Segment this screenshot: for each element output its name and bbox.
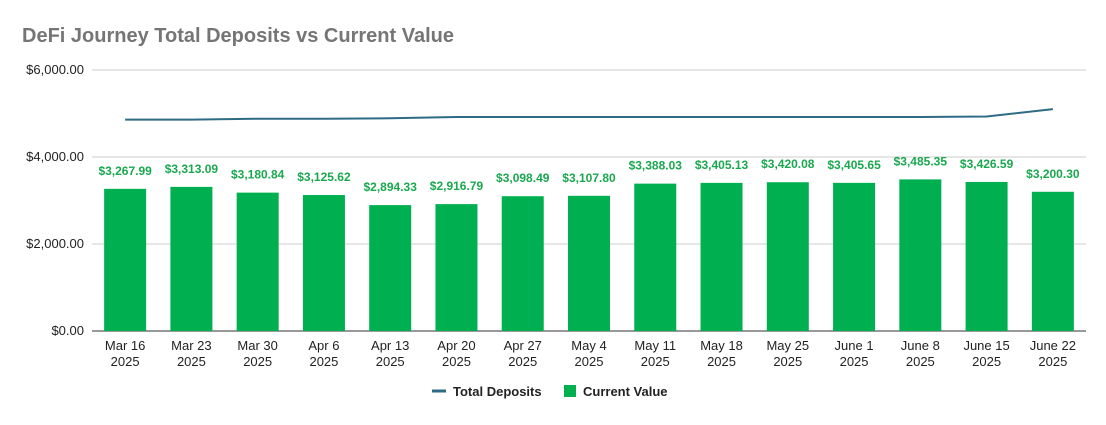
x-tick-label: Mar 16 2025 (105, 338, 145, 369)
x-tick-label: Mar 23 2025 (171, 338, 211, 369)
x-tick-label: May 18 2025 (700, 338, 743, 369)
bars (104, 179, 1074, 331)
bar (899, 179, 942, 331)
data-label: $3,313.09 (165, 162, 219, 176)
x-axis-ticks: Mar 16 2025 Mar 23 2025 Mar 30 2025 Apr 6 2025 A… (105, 338, 1076, 369)
bar (700, 182, 743, 331)
data-label: $3,485.35 (894, 154, 948, 168)
x-tick-label: June 1 2025 (835, 338, 874, 369)
x-tick-label: May 4 2025 (571, 338, 606, 369)
y-tick-label: $6,000.00 (26, 62, 84, 77)
x-tick-label: May 11 2025 (634, 338, 676, 369)
x-tick-label: June 15 2025 (963, 338, 1009, 369)
data-label: $3,125.62 (297, 170, 351, 184)
data-label: $2,916.79 (430, 179, 484, 193)
legend-swatch-current-value (564, 385, 576, 397)
legend-label-total-deposits: Total Deposits (453, 384, 542, 399)
series-line-total-deposits (125, 108, 1053, 121)
bar (568, 195, 610, 331)
x-tick-label: Apr 6 2025 (308, 338, 339, 369)
y-tick-label: $4,000.00 (26, 149, 84, 164)
bar (1031, 191, 1074, 331)
x-tick-label: Apr 13 2025 (371, 338, 409, 369)
legend: Total Deposits Current Value (432, 384, 668, 399)
data-label: $3,405.65 (827, 158, 881, 172)
data-label: $3,420.08 (761, 157, 815, 171)
data-label: $3,098.49 (496, 171, 550, 185)
y-tick-label: $0.00 (51, 323, 84, 338)
bar (369, 205, 412, 331)
x-tick-label: Apr 20 2025 (437, 338, 475, 369)
x-tick-label: May 25 2025 (766, 338, 809, 369)
data-label: $2,894.33 (364, 180, 418, 194)
data-label: $3,426.59 (960, 157, 1014, 171)
bar (236, 192, 279, 331)
x-tick-label: June 8 2025 (901, 338, 940, 369)
legend-label-current-value: Current Value (583, 384, 668, 399)
data-label: $3,107.80 (562, 171, 616, 185)
y-tick-label: $2,000.00 (26, 236, 84, 251)
data-label: $3,388.03 (629, 159, 683, 173)
bar (170, 186, 213, 331)
data-labels: $3,267.99 $3,313.09 $3,180.84 $3,125.62 $2,8… (98, 154, 1079, 194)
bar (634, 183, 677, 331)
bar (965, 181, 1008, 331)
bar (833, 182, 876, 331)
bar (501, 196, 544, 331)
data-label: $3,267.99 (98, 164, 152, 178)
y-axis-ticks: $0.00 $2,000.00 $4,000.00 $6,000.00 (26, 62, 84, 338)
bar (104, 188, 147, 331)
x-tick-label: June 22 2025 (1030, 338, 1076, 369)
data-label: $3,200.30 (1026, 167, 1080, 181)
data-label: $3,405.13 (695, 158, 749, 172)
bar (766, 182, 809, 331)
bar (435, 204, 478, 331)
bar (302, 195, 345, 331)
x-tick-label: Apr 27 2025 (504, 338, 542, 369)
x-tick-label: Mar 30 2025 (237, 338, 277, 369)
data-label: $3,180.84 (231, 168, 285, 182)
line-series (125, 108, 1053, 121)
chart-title: DeFi Journey Total Deposits vs Current V… (22, 25, 454, 47)
